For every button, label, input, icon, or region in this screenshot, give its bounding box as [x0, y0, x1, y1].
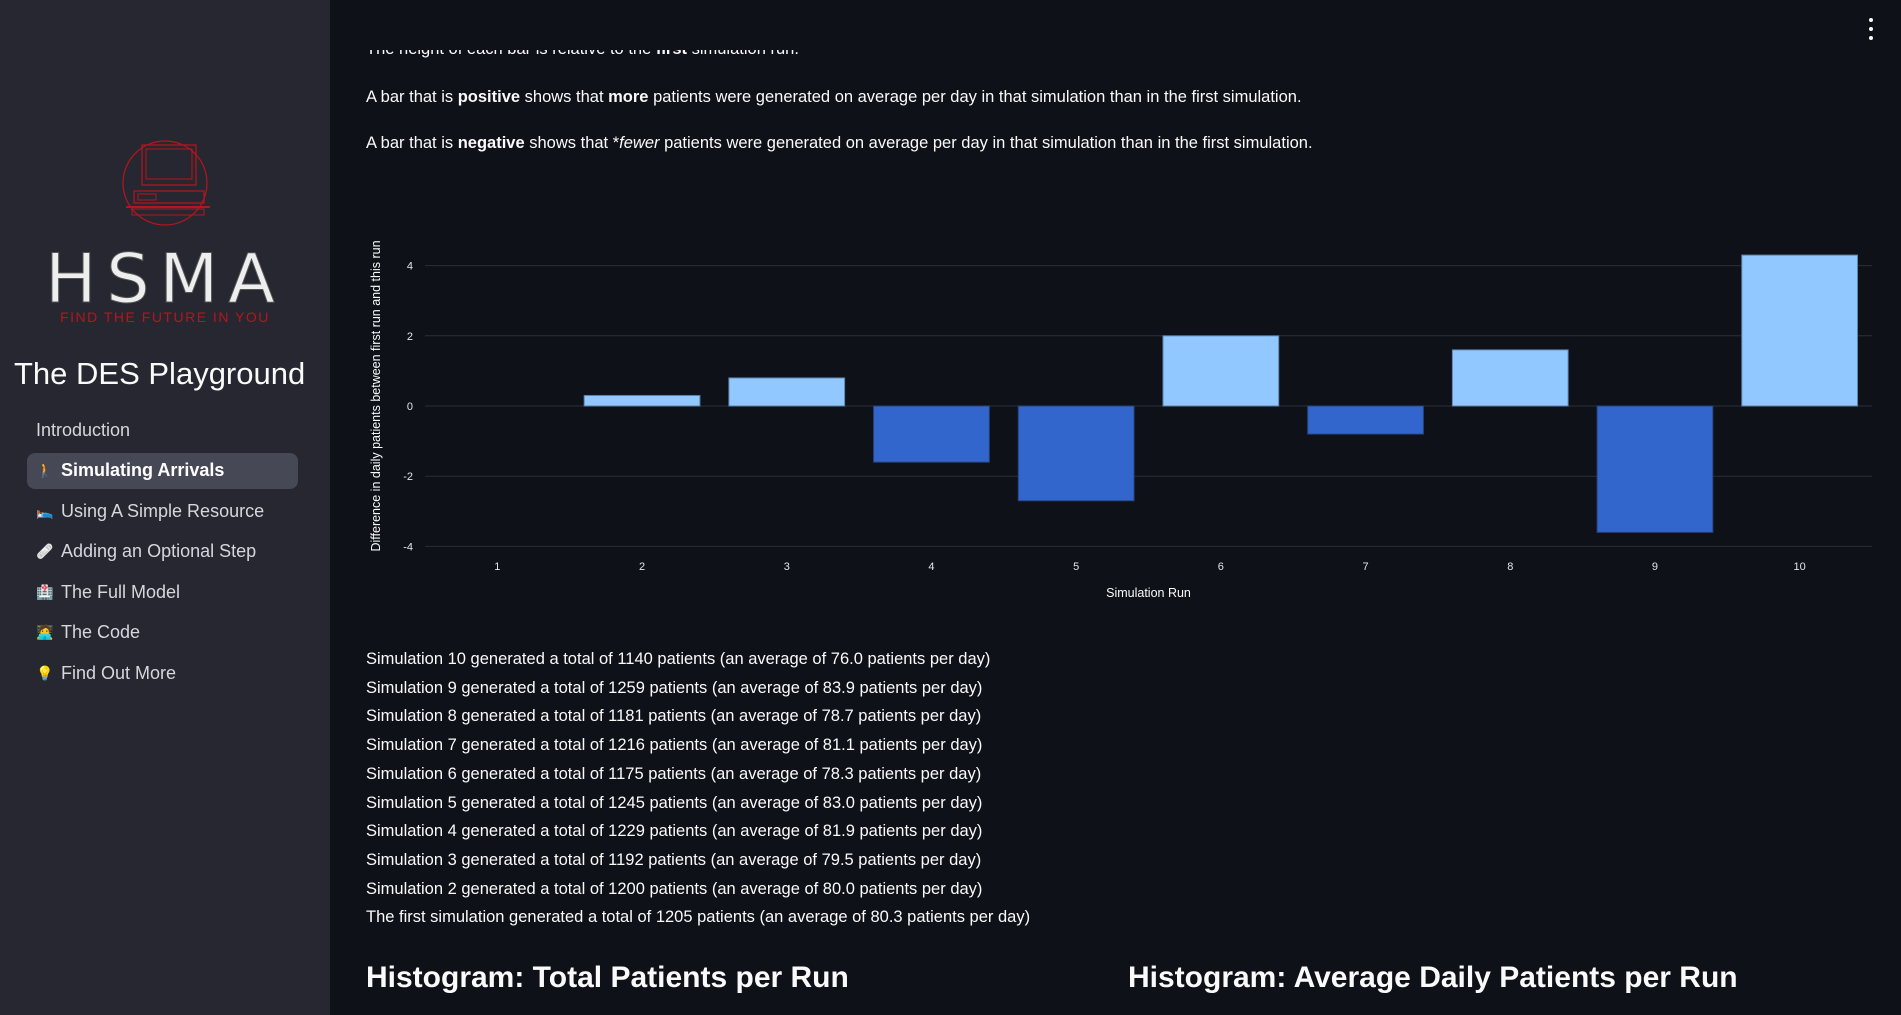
bar — [1741, 254, 1859, 407]
bar — [873, 405, 990, 463]
y-axis-title: Difference in daily patients between fir… — [369, 240, 383, 551]
intro-text-cut: The height of each bar is relative to th… — [366, 40, 799, 58]
heading-total-patients-histogram: Histogram: Total Patients per Run — [366, 961, 849, 994]
bar — [1162, 335, 1280, 407]
sidebar-item-full-model[interactable]: 🏥 The Full Model — [27, 574, 298, 610]
y-tick-label: -4 — [403, 541, 413, 553]
bar — [1451, 349, 1569, 407]
x-axis-title: Simulation Run — [1106, 586, 1191, 600]
simulation-summary-line: Simulation 9 generated a total of 1259 p… — [366, 678, 983, 697]
hsma-logo: HSMA FIND THE FUTURE IN YOU — [45, 140, 284, 325]
x-tick-label: 1 — [494, 561, 500, 573]
bar — [1596, 405, 1714, 533]
svg-text:FIND THE FUTURE IN YOU: FIND THE FUTURE IN YOU — [60, 309, 270, 325]
simulation-summary-line: Simulation 3 generated a total of 1192 p… — [366, 850, 982, 869]
sidebar: HSMA FIND THE FUTURE IN YOU The DES Play… — [0, 0, 330, 1015]
x-tick-label: 2 — [639, 561, 645, 573]
positive-explanation: A bar that is positive shows that more p… — [366, 88, 1302, 106]
simulation-summary-line: Simulation 6 generated a total of 1175 p… — [366, 764, 982, 783]
sidebar-item-label: The Code — [61, 622, 141, 643]
sidebar-item-label: Find Out More — [61, 663, 177, 684]
bar — [1307, 405, 1424, 435]
lightbulb-icon: 💡 — [36, 665, 54, 682]
simulation-summary-line: Simulation 10 generated a total of 1140 … — [366, 650, 991, 668]
x-tick-label: 3 — [784, 561, 790, 573]
simulation-summary-line: Simulation 4 generated a total of 1229 p… — [366, 822, 983, 841]
x-tick-label: 4 — [928, 561, 934, 573]
x-tick-label: 8 — [1507, 561, 1513, 573]
x-tick-label: 5 — [1073, 561, 1079, 573]
sidebar-item-the-code[interactable]: 🧑‍💻 The Code — [27, 615, 298, 651]
bar — [728, 377, 846, 407]
simulation-summary-line: Simulation 8 generated a total of 1181 p… — [366, 707, 982, 726]
sidebar-nav: Introduction 🚶 Simulating Arrivals 🛌 Using… — [27, 412, 298, 696]
sidebar-item-label: Using A Simple Resource — [61, 500, 265, 521]
x-tick-label: 7 — [1362, 561, 1368, 573]
y-tick-label: 4 — [407, 261, 413, 273]
sidebar-item-label: Simulating Arrivals — [61, 460, 225, 481]
y-tick-label: -2 — [403, 471, 413, 483]
difference-bar-chart: 4 2 0 -2 -4 1 2 3 4 5 6 7 8 9 10 Simulation Run Differen… — [369, 240, 1872, 600]
sidebar-item-simple-resource[interactable]: 🛌 Using A Simple Resource — [27, 493, 298, 529]
sidebar-item-introduction[interactable]: Introduction — [27, 412, 298, 448]
app-title: The DES Playground — [14, 356, 306, 391]
bar — [1017, 405, 1135, 502]
simulation-summary-line: Simulation 7 generated a total of 1216 p… — [366, 736, 983, 755]
technologist-icon: 🧑‍💻 — [36, 624, 54, 641]
x-tick-label: 6 — [1218, 561, 1224, 573]
simulation-summary-line: Simulation 5 generated a total of 1245 p… — [366, 793, 983, 812]
negative-explanation: A bar that is negative shows that *fewer… — [366, 134, 1313, 152]
bed-icon: 🛌 — [36, 502, 54, 519]
sidebar-item-optional-step[interactable]: 🩹 Adding an Optional Step — [27, 534, 298, 570]
svg-text:HSMA: HSMA — [45, 240, 284, 319]
bandage-icon: 🩹 — [36, 543, 54, 560]
sidebar-item-label: The Full Model — [61, 581, 181, 602]
simulation-summary-line: The first simulation generated a total o… — [366, 908, 1031, 927]
sidebar-item-simulating-arrivals[interactable]: 🚶 Simulating Arrivals — [27, 452, 298, 489]
x-tick-label: 9 — [1652, 561, 1658, 573]
y-tick-label: 2 — [407, 331, 413, 343]
y-tick-label: 0 — [407, 401, 413, 413]
simulation-summary-line: Simulation 2 generated a total of 1200 p… — [366, 879, 983, 898]
heading-avg-patients-histogram: Histogram: Average Daily Patients per Ru… — [1128, 961, 1738, 994]
sidebar-item-find-out-more[interactable]: 💡 Find Out More — [27, 656, 298, 692]
bar — [583, 394, 701, 407]
sidebar-item-label: Adding an Optional Step — [61, 541, 257, 562]
main-menu-button[interactable] — [1864, 18, 1878, 40]
hospital-icon: 🏥 — [36, 583, 54, 600]
x-tick-label: 10 — [1794, 561, 1806, 573]
sidebar-item-label: Introduction — [36, 419, 131, 440]
person-walking-icon: 🚶 — [36, 462, 54, 479]
